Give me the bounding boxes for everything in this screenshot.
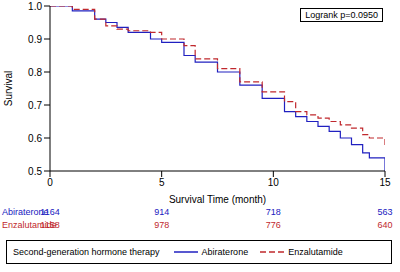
svg-text:Survival: Survival (8, 71, 14, 107)
svg-text:Survival Time (month): Survival Time (month) (169, 194, 266, 205)
svg-text:0.9: 0.9 (28, 34, 42, 45)
svg-text:0: 0 (47, 177, 53, 188)
svg-text:1.0: 1.0 (28, 1, 42, 12)
svg-text:0.5: 0.5 (28, 166, 42, 177)
html-text:640: 640 (377, 220, 393, 230)
html-text:Logrank p=0.0950: Logrank p=0.0950 (305, 10, 378, 20)
html-text:Enzalutamide: Enzalutamide (288, 247, 343, 257)
svg-text:0.7: 0.7 (28, 100, 42, 111)
html-text:1164: 1164 (40, 207, 60, 217)
svg-text:10: 10 (268, 177, 280, 188)
svg-text:0.8: 0.8 (28, 67, 42, 78)
html-text:718: 718 (265, 207, 281, 217)
svg-text:5: 5 (159, 177, 165, 188)
svg-text:0.6: 0.6 (28, 133, 42, 144)
html-text:914: 914 (154, 207, 170, 217)
html-text:Abiraterone: Abiraterone (2, 207, 49, 217)
html-text:776: 776 (265, 220, 281, 230)
svg-text:15: 15 (379, 177, 391, 188)
html-text:Second-generation hormone ther: Second-generation hormone therapy (13, 247, 160, 257)
html-text:Enzalutamide: Enzalutamide (2, 220, 57, 230)
html-text:Abiraterone: Abiraterone (201, 247, 249, 257)
html-text:978: 978 (154, 220, 170, 230)
html-text:1158: 1158 (40, 220, 60, 230)
html-text:563: 563 (377, 207, 393, 217)
